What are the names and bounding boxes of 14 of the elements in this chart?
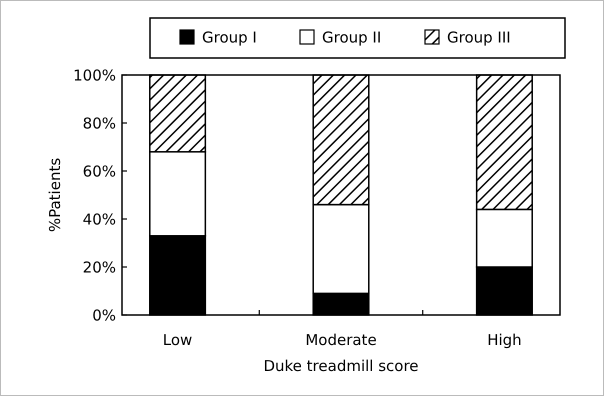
y-tick-label: 0% bbox=[92, 306, 116, 324]
x-tick-label: Moderate bbox=[305, 331, 377, 349]
y-tick-label: 40% bbox=[82, 210, 116, 228]
legend-label: Group I bbox=[202, 28, 257, 46]
legend-label: Group III bbox=[447, 28, 511, 46]
y-tick-label: 20% bbox=[82, 258, 116, 276]
x-tick-label: Low bbox=[162, 331, 192, 349]
y-tick-label: 60% bbox=[82, 162, 116, 180]
legend-label: Group II bbox=[322, 28, 382, 46]
x-axis-title: Duke treadmill score bbox=[263, 357, 419, 375]
y-axis-title: %Patients bbox=[46, 158, 64, 232]
x-tick-label: High bbox=[487, 331, 522, 349]
y-tick-label: 80% bbox=[82, 114, 116, 132]
y-tick-label: 100% bbox=[73, 66, 116, 84]
